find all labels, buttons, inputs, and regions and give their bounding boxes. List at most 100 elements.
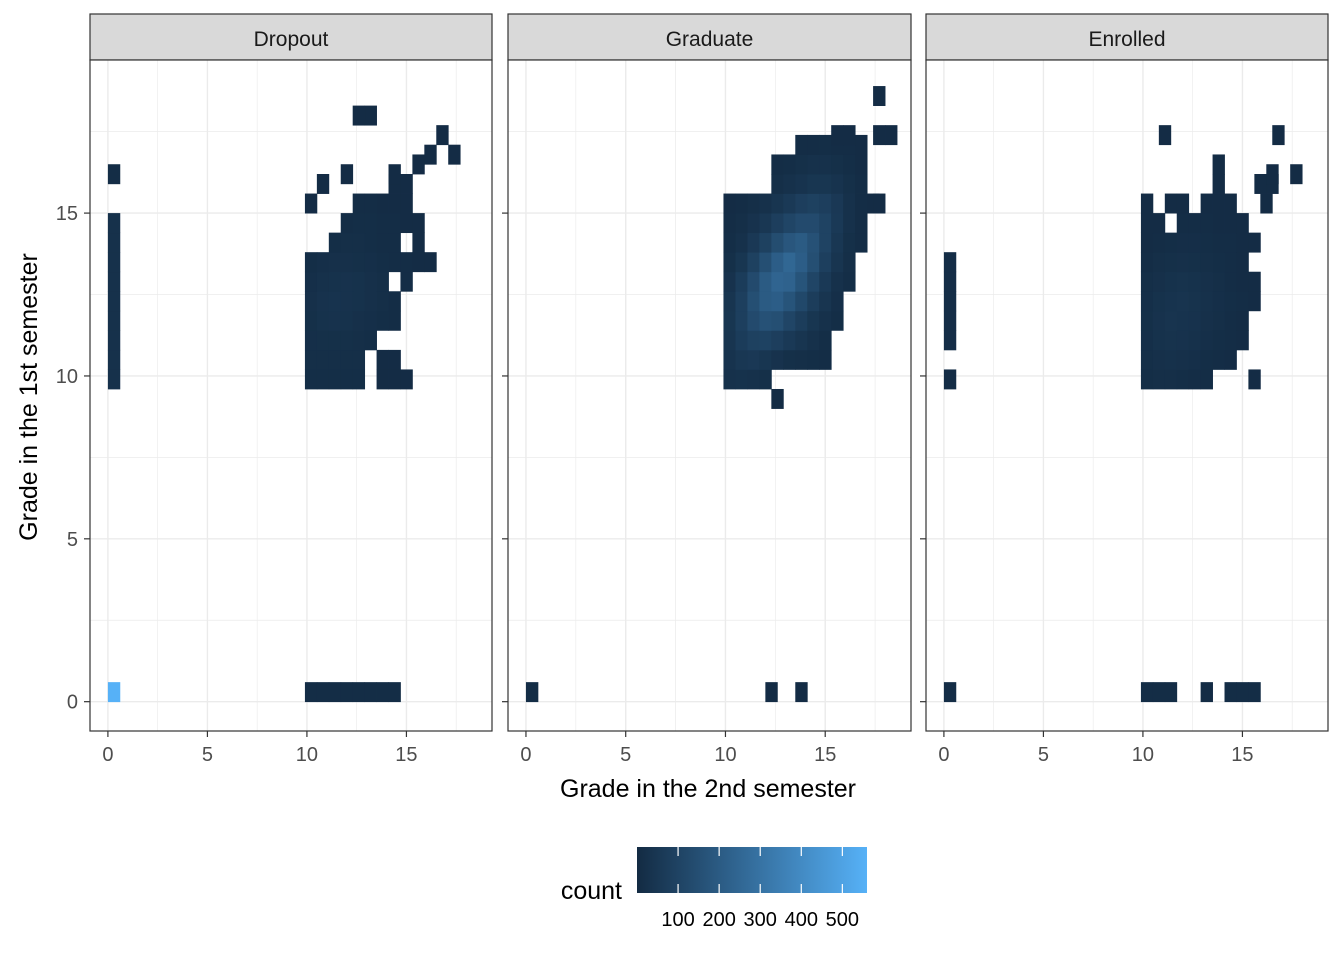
heatmap-tile xyxy=(1212,271,1225,292)
heatmap-tile xyxy=(328,682,342,703)
heatmap-tile xyxy=(107,232,121,253)
heatmap-tile xyxy=(388,369,401,390)
heatmap-tile xyxy=(1188,291,1202,312)
heatmap-tile xyxy=(873,193,886,214)
heatmap-tile xyxy=(1152,232,1166,253)
heatmap-tile xyxy=(1164,232,1178,253)
heatmap-tile xyxy=(795,310,808,331)
heatmap-tile xyxy=(735,193,748,214)
heatmap-tile xyxy=(735,232,748,253)
heatmap-tile xyxy=(747,310,760,331)
heatmap-tile xyxy=(1140,232,1154,253)
heatmap-tile xyxy=(807,134,820,155)
panel-gridlines xyxy=(926,60,1328,731)
heatmap-tile xyxy=(723,330,736,351)
heatmap-tile xyxy=(400,271,413,292)
heatmap-tile xyxy=(807,330,820,351)
panel-border xyxy=(89,59,493,732)
heatmap-tile xyxy=(316,349,330,370)
heatmap-tile xyxy=(1200,369,1213,390)
heatmap-tile xyxy=(412,252,425,273)
heatmap-tile xyxy=(352,310,366,331)
y-tick-label: 5 xyxy=(67,529,78,551)
heatmap-tile xyxy=(352,252,366,273)
heatmap-tile xyxy=(388,291,401,312)
heatmap-tile xyxy=(328,291,342,312)
heatmap-tile xyxy=(943,252,957,273)
heatmap-tile xyxy=(364,252,377,273)
heatmap-tile xyxy=(807,291,820,312)
heatmap-tile xyxy=(1248,369,1261,390)
heatmap-tile xyxy=(304,252,318,273)
heatmap-tile xyxy=(364,291,377,312)
x-tick-label: 10 xyxy=(1132,744,1154,766)
panel-background xyxy=(926,60,1328,731)
heatmap-tile xyxy=(1164,291,1178,312)
heatmap-tile xyxy=(1176,310,1190,331)
heatmap-tile xyxy=(340,291,354,312)
colorbar-tick-label: 500 xyxy=(826,909,859,931)
x-tick-label: 15 xyxy=(1231,744,1253,766)
heatmap-tile xyxy=(943,682,957,703)
heatmap-tile xyxy=(843,174,856,194)
heatmap-tile xyxy=(795,134,808,155)
x-tick-label: 5 xyxy=(1038,744,1049,766)
heatmap-tile xyxy=(364,330,377,351)
facet-panel-dropout: Dropout 0 5 10 15 0 5 10 15 xyxy=(56,13,493,766)
heatmap-tile xyxy=(328,330,342,351)
heatmap-tile xyxy=(771,174,784,194)
heatmap-tile xyxy=(340,682,354,703)
heatmap-tile xyxy=(1236,682,1249,703)
heatmap-tile xyxy=(795,349,808,370)
heatmap-tiles xyxy=(107,105,461,703)
heatmap-tile xyxy=(771,213,784,234)
panel-background xyxy=(90,60,492,731)
heatmap-tile xyxy=(771,330,784,351)
heatmap-tile xyxy=(771,193,784,214)
heatmap-tile xyxy=(771,388,784,409)
heatmap-tile xyxy=(376,271,389,292)
heatmap-tile xyxy=(771,310,784,331)
heatmap-tile xyxy=(819,193,832,214)
heatmap-tile xyxy=(759,310,772,331)
heatmap-tile xyxy=(107,164,121,185)
heatmap-tile xyxy=(316,682,330,703)
heatmap-tile xyxy=(831,154,844,175)
heatmap-tile xyxy=(352,330,366,351)
heatmap-tile xyxy=(388,349,401,370)
x-tick-label: 10 xyxy=(714,744,736,766)
heatmap-tile xyxy=(388,193,401,214)
heatmap-tile xyxy=(1290,164,1303,185)
heatmap-tile xyxy=(807,174,820,194)
facet-strip-label: Enrolled xyxy=(1088,28,1165,51)
heatmap-tile xyxy=(1140,252,1154,273)
heatmap-tile xyxy=(723,349,736,370)
heatmap-tile xyxy=(783,252,796,273)
heatmap-tile xyxy=(819,310,832,331)
heatmap-tile xyxy=(831,125,844,146)
heatmap-tile xyxy=(795,213,808,234)
heatmap-tile xyxy=(328,232,342,253)
heatmap-tile xyxy=(328,271,342,292)
heatmap-tile xyxy=(1260,193,1273,214)
heatmap-tile xyxy=(1200,271,1213,292)
heatmap-tile xyxy=(1188,232,1202,253)
heatmap-tile xyxy=(723,193,736,214)
heatmap-tile xyxy=(352,271,366,292)
heatmap-tile xyxy=(1176,252,1190,273)
heatmap-tile xyxy=(1224,213,1237,234)
heatmap-tile xyxy=(819,271,832,292)
heatmap-tile xyxy=(107,291,121,312)
heatmap-tile xyxy=(723,369,736,390)
heatmap-tile xyxy=(747,252,760,273)
x-tick-label: 0 xyxy=(520,744,531,766)
heatmap-tile xyxy=(735,349,748,370)
heatmap-tile xyxy=(1140,369,1154,390)
heatmap-tile xyxy=(807,154,820,175)
heatmap-tile xyxy=(807,193,820,214)
heatmap-tile xyxy=(376,252,389,273)
heatmap-tile xyxy=(735,291,748,312)
heatmap-tile xyxy=(525,682,539,703)
heatmap-tile xyxy=(1200,349,1213,370)
